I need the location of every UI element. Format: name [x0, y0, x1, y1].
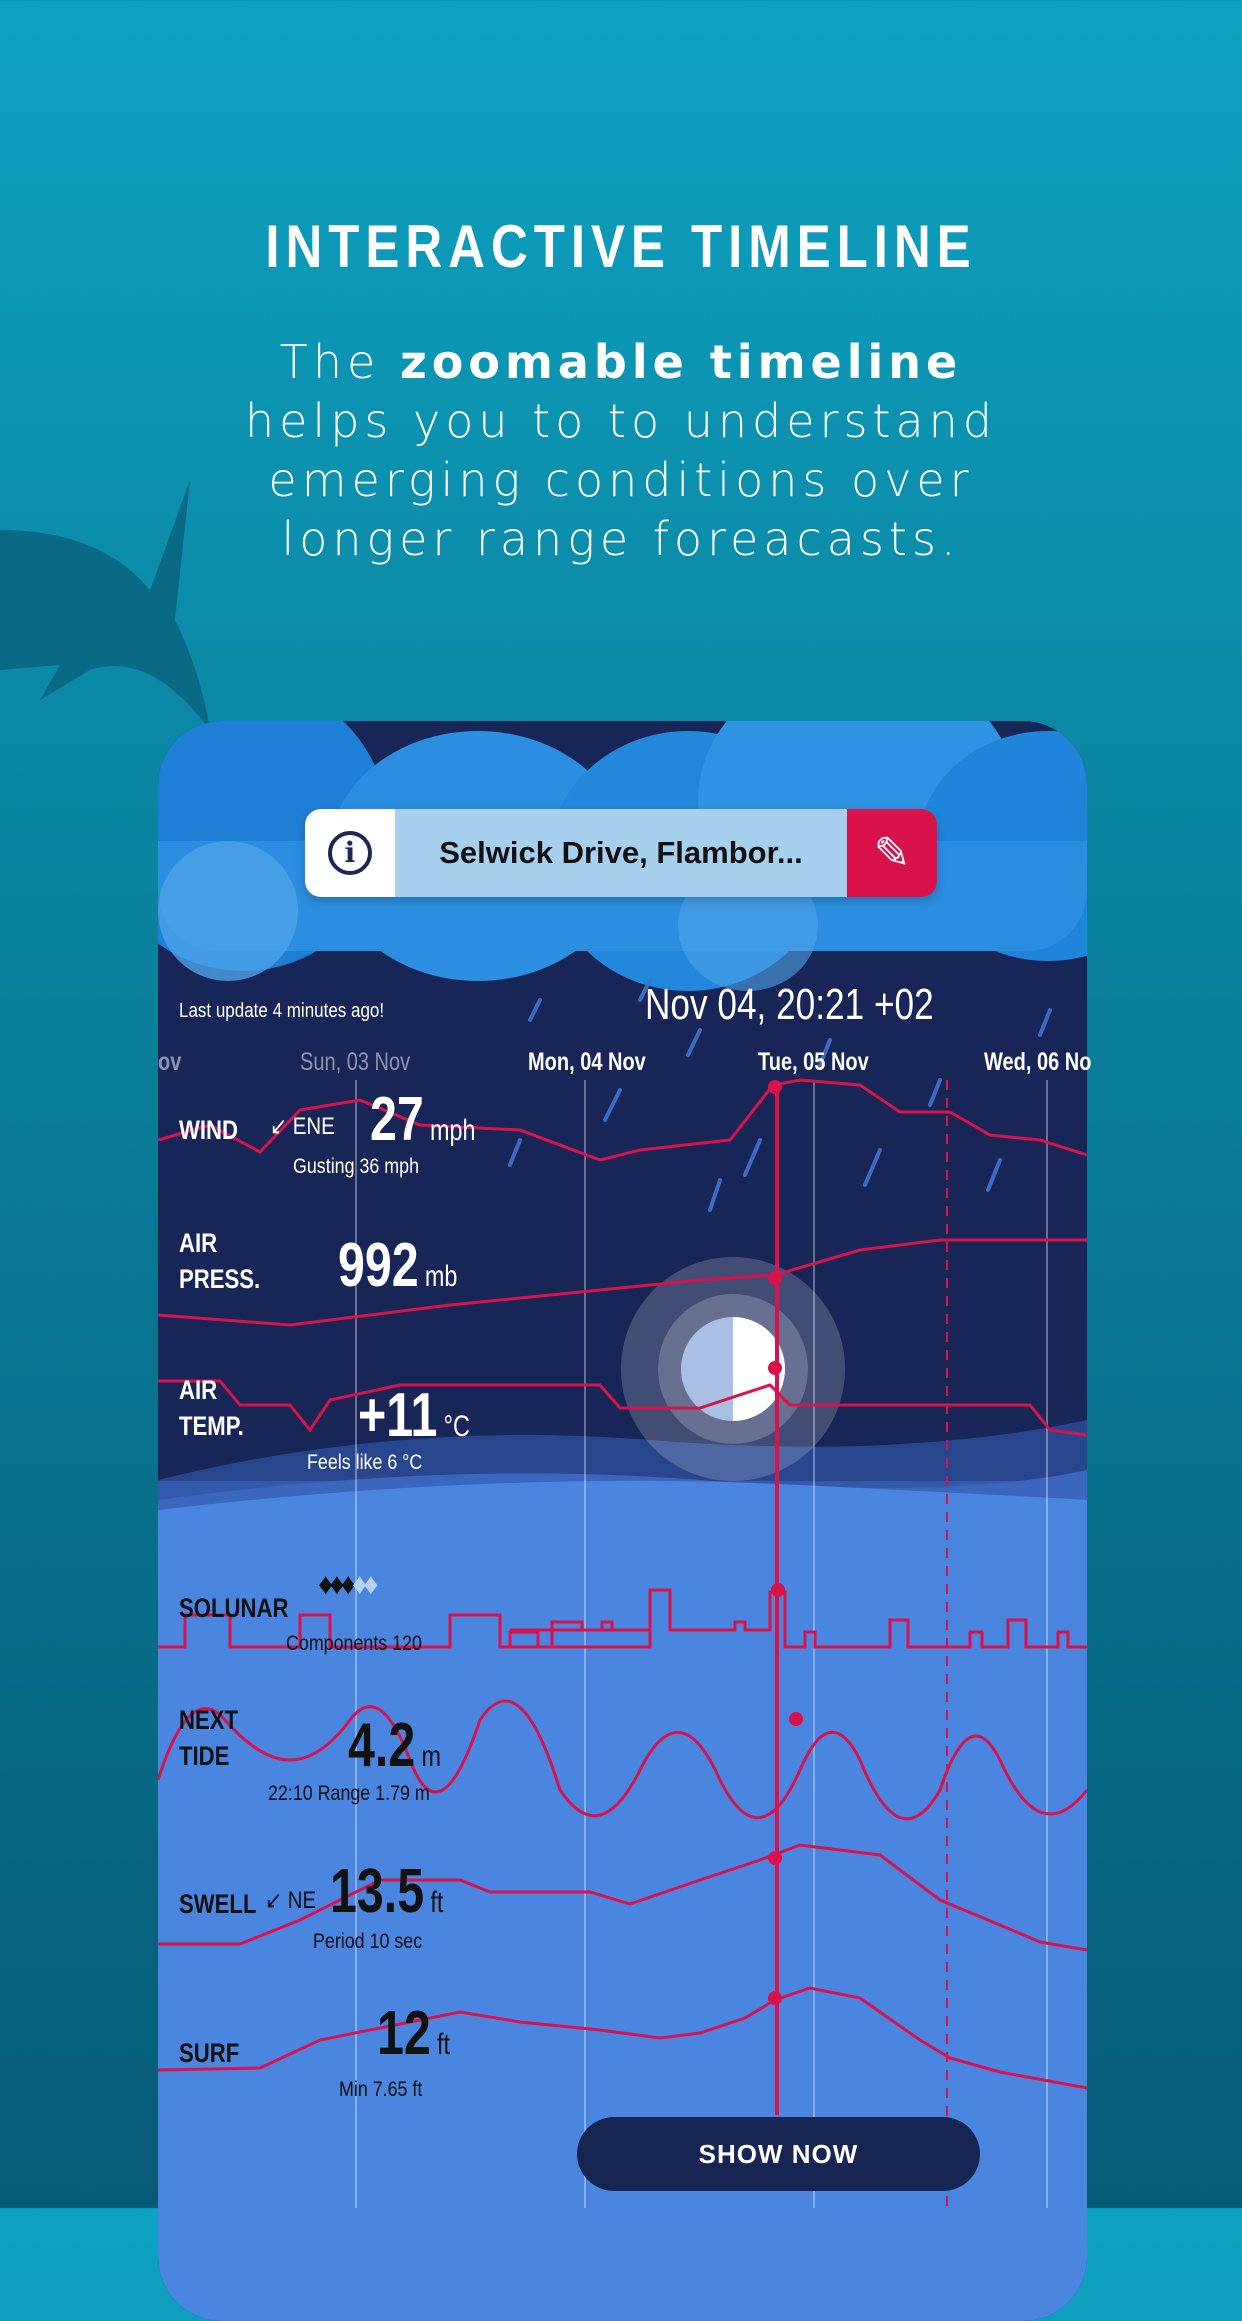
swell-label: SWELL — [179, 1889, 257, 1919]
info-icon: i — [328, 831, 372, 875]
solunar-rating: ♦♦♦♦♦ — [318, 1568, 378, 1601]
tide-label: NEXT TIDE — [179, 1705, 239, 1771]
solunar-line-right — [500, 1588, 1087, 1649]
wind-line — [158, 1078, 1087, 1162]
day-label[interactable]: ov — [158, 1048, 182, 1076]
current-datetime: Nov 04, 20:21 +02 — [645, 980, 934, 1029]
day-label[interactable]: Sun, 03 Nov — [300, 1048, 411, 1076]
rain — [508, 978, 1052, 1212]
swell-period: Period 10 sec — [313, 1930, 423, 1953]
wind-value: 27 mph — [370, 1085, 476, 1154]
swell-arrow-icon: ↙ — [265, 1887, 283, 1914]
cursor-dots — [768, 1080, 803, 2005]
wind-direction: ↙ ENE — [270, 1113, 335, 1140]
temp-label: AIR TEMP. — [179, 1375, 244, 1441]
wind-gust: Gusting 36 mph — [293, 1155, 420, 1178]
tide-value: 4.2 m — [348, 1711, 441, 1780]
edit-button[interactable]: ✎ — [847, 809, 937, 897]
feels-like: Feels like 6 °C — [307, 1451, 423, 1474]
day-label[interactable]: Tue, 05 Nov — [758, 1048, 869, 1076]
surf-value: 12 ft — [377, 1999, 451, 2068]
shark-silhouette — [0, 480, 210, 730]
day-label[interactable]: Mon, 04 Nov — [528, 1048, 646, 1076]
promo-line-2: helps you to to understand — [244, 394, 998, 448]
surf-min: Min 7.65 ft — [339, 2078, 423, 2101]
temp-value: +11 °C — [358, 1381, 470, 1450]
swell-value: 13.5 ft — [330, 1857, 444, 1926]
info-button[interactable]: i — [305, 809, 395, 897]
promo-line-4: longer range foreacasts. — [281, 512, 961, 566]
pressure-value: 992 mb — [338, 1231, 458, 1300]
show-now-button[interactable]: SHOW NOW — [577, 2117, 980, 2191]
promo-line-1: The zoomable timeline — [279, 335, 963, 389]
pencil-icon: ✎ — [873, 828, 911, 878]
swell-direction: ↙ NE — [265, 1887, 317, 1914]
swell-line — [158, 1843, 1087, 1952]
solunar-label: SOLUNAR — [179, 1593, 289, 1623]
tide-line — [158, 1699, 1087, 1821]
wind-label: WIND — [179, 1115, 239, 1145]
wind-arrow-icon: ↙ — [270, 1113, 288, 1140]
day-label[interactable]: Wed, 06 No — [984, 1048, 1092, 1076]
location-bar[interactable]: i Selwick Drive, Flambor... ✎ — [305, 809, 937, 897]
pressure-line — [158, 1238, 1087, 1327]
day-gridlines — [355, 1080, 1048, 2208]
tide-range: 22:10 Range 1.79 m — [268, 1782, 430, 1805]
wave-front — [158, 1480, 1087, 1560]
pressure-label: AIR PRESS. — [179, 1228, 261, 1294]
promo-line-3: emerging conditions over — [268, 453, 974, 507]
promo-title: INTERACTIVE TIMELINE — [265, 213, 977, 280]
surf-label: SURF — [179, 2038, 240, 2068]
temp-line — [158, 1379, 1087, 1437]
surf-line — [158, 1986, 1087, 2090]
timeline-chart — [158, 978, 1087, 2208]
solunar-components: Components 120 — [286, 1632, 422, 1655]
location-name[interactable]: Selwick Drive, Flambor... — [395, 809, 847, 897]
last-update: Last update 4 minutes ago! — [179, 1000, 385, 1022]
